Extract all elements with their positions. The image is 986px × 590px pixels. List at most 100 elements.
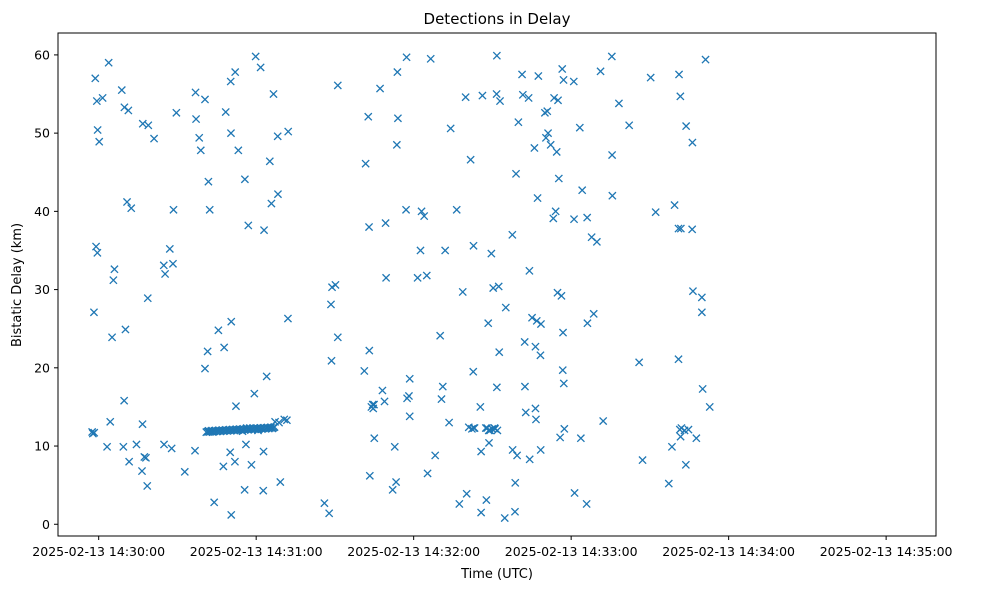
- data-point: [273, 190, 283, 199]
- data-point: [692, 434, 701, 443]
- data-point: [674, 70, 684, 79]
- data-point: [388, 485, 397, 494]
- data-point: [557, 291, 566, 300]
- data-point: [525, 455, 534, 464]
- data-point: [167, 444, 176, 453]
- data-point: [190, 446, 200, 455]
- x-tick-label: 2025-02-13 14:32:00: [347, 544, 480, 559]
- data-point: [476, 402, 485, 411]
- data-point: [536, 351, 545, 360]
- data-point: [104, 58, 113, 67]
- data-point: [247, 460, 256, 469]
- data-point: [482, 495, 491, 505]
- data-point: [150, 134, 159, 143]
- data-point: [596, 67, 605, 76]
- data-point: [132, 440, 141, 449]
- data-point: [234, 146, 243, 155]
- data-point: [333, 333, 342, 342]
- x-tick-label: 2025-02-13 14:33:00: [505, 544, 638, 559]
- data-point: [688, 287, 698, 296]
- data-point: [436, 331, 445, 340]
- data-point: [518, 70, 527, 79]
- data-point: [103, 442, 112, 451]
- data-point: [365, 471, 374, 480]
- data-point: [251, 52, 260, 61]
- data-points: [88, 51, 714, 523]
- data-point: [240, 175, 249, 184]
- data-point: [226, 448, 235, 457]
- data-point: [376, 84, 385, 93]
- data-point: [326, 300, 336, 309]
- data-point: [455, 499, 464, 508]
- data-point: [553, 96, 563, 105]
- data-point: [364, 222, 374, 232]
- data-point: [554, 174, 563, 183]
- data-point: [520, 337, 529, 347]
- data-point: [365, 346, 374, 355]
- data-point: [422, 271, 431, 280]
- data-point: [327, 283, 337, 292]
- data-point: [550, 93, 559, 102]
- data-point: [420, 211, 429, 221]
- data-point: [527, 313, 537, 322]
- data-point: [578, 186, 587, 195]
- data-point: [431, 451, 440, 460]
- data-point: [121, 325, 130, 334]
- data-point: [203, 347, 212, 356]
- data-point: [325, 509, 334, 518]
- data-point: [511, 169, 521, 178]
- data-point: [378, 386, 387, 395]
- data-point: [120, 396, 129, 405]
- data-point: [466, 155, 475, 164]
- data-point: [446, 124, 455, 133]
- data-point: [382, 273, 391, 282]
- y-tick-label: 30: [34, 282, 50, 297]
- data-point: [582, 499, 591, 508]
- data-point: [501, 303, 510, 312]
- data-point: [273, 132, 282, 141]
- data-point: [674, 355, 683, 364]
- data-point: [477, 447, 486, 456]
- data-point: [91, 74, 100, 83]
- x-tick-label: 2025-02-13 14:34:00: [662, 544, 795, 559]
- data-point: [521, 408, 530, 417]
- data-point: [92, 242, 101, 251]
- y-tick-label: 40: [34, 204, 50, 219]
- data-point: [90, 428, 99, 437]
- data-point: [493, 426, 502, 435]
- data-point: [549, 214, 558, 223]
- data-point: [416, 246, 425, 255]
- data-point: [592, 237, 601, 246]
- data-point: [259, 486, 268, 495]
- data-point: [381, 219, 390, 228]
- data-point: [487, 249, 496, 258]
- data-point: [392, 140, 401, 149]
- data-point: [552, 147, 561, 156]
- data-point: [543, 107, 552, 116]
- data-point: [560, 424, 569, 433]
- data-point: [492, 89, 501, 99]
- chart-title: Detections in Delay: [424, 10, 571, 28]
- data-point: [195, 133, 204, 142]
- data-point: [492, 383, 501, 392]
- data-point: [256, 63, 265, 72]
- data-point: [370, 434, 379, 443]
- data-point: [495, 348, 504, 357]
- data-point: [469, 241, 478, 250]
- data-point: [282, 416, 291, 425]
- data-point: [93, 125, 102, 135]
- data-point: [159, 440, 169, 449]
- data-point: [119, 442, 128, 451]
- data-point: [495, 96, 505, 106]
- data-point: [200, 364, 210, 373]
- data-point: [259, 226, 269, 235]
- data-point: [259, 447, 268, 456]
- data-point: [697, 293, 706, 302]
- data-point: [124, 106, 133, 115]
- data-point: [559, 379, 568, 388]
- data-point: [558, 366, 567, 375]
- y-tick-label: 0: [42, 517, 50, 532]
- data-point: [405, 374, 414, 383]
- data-point: [276, 477, 285, 487]
